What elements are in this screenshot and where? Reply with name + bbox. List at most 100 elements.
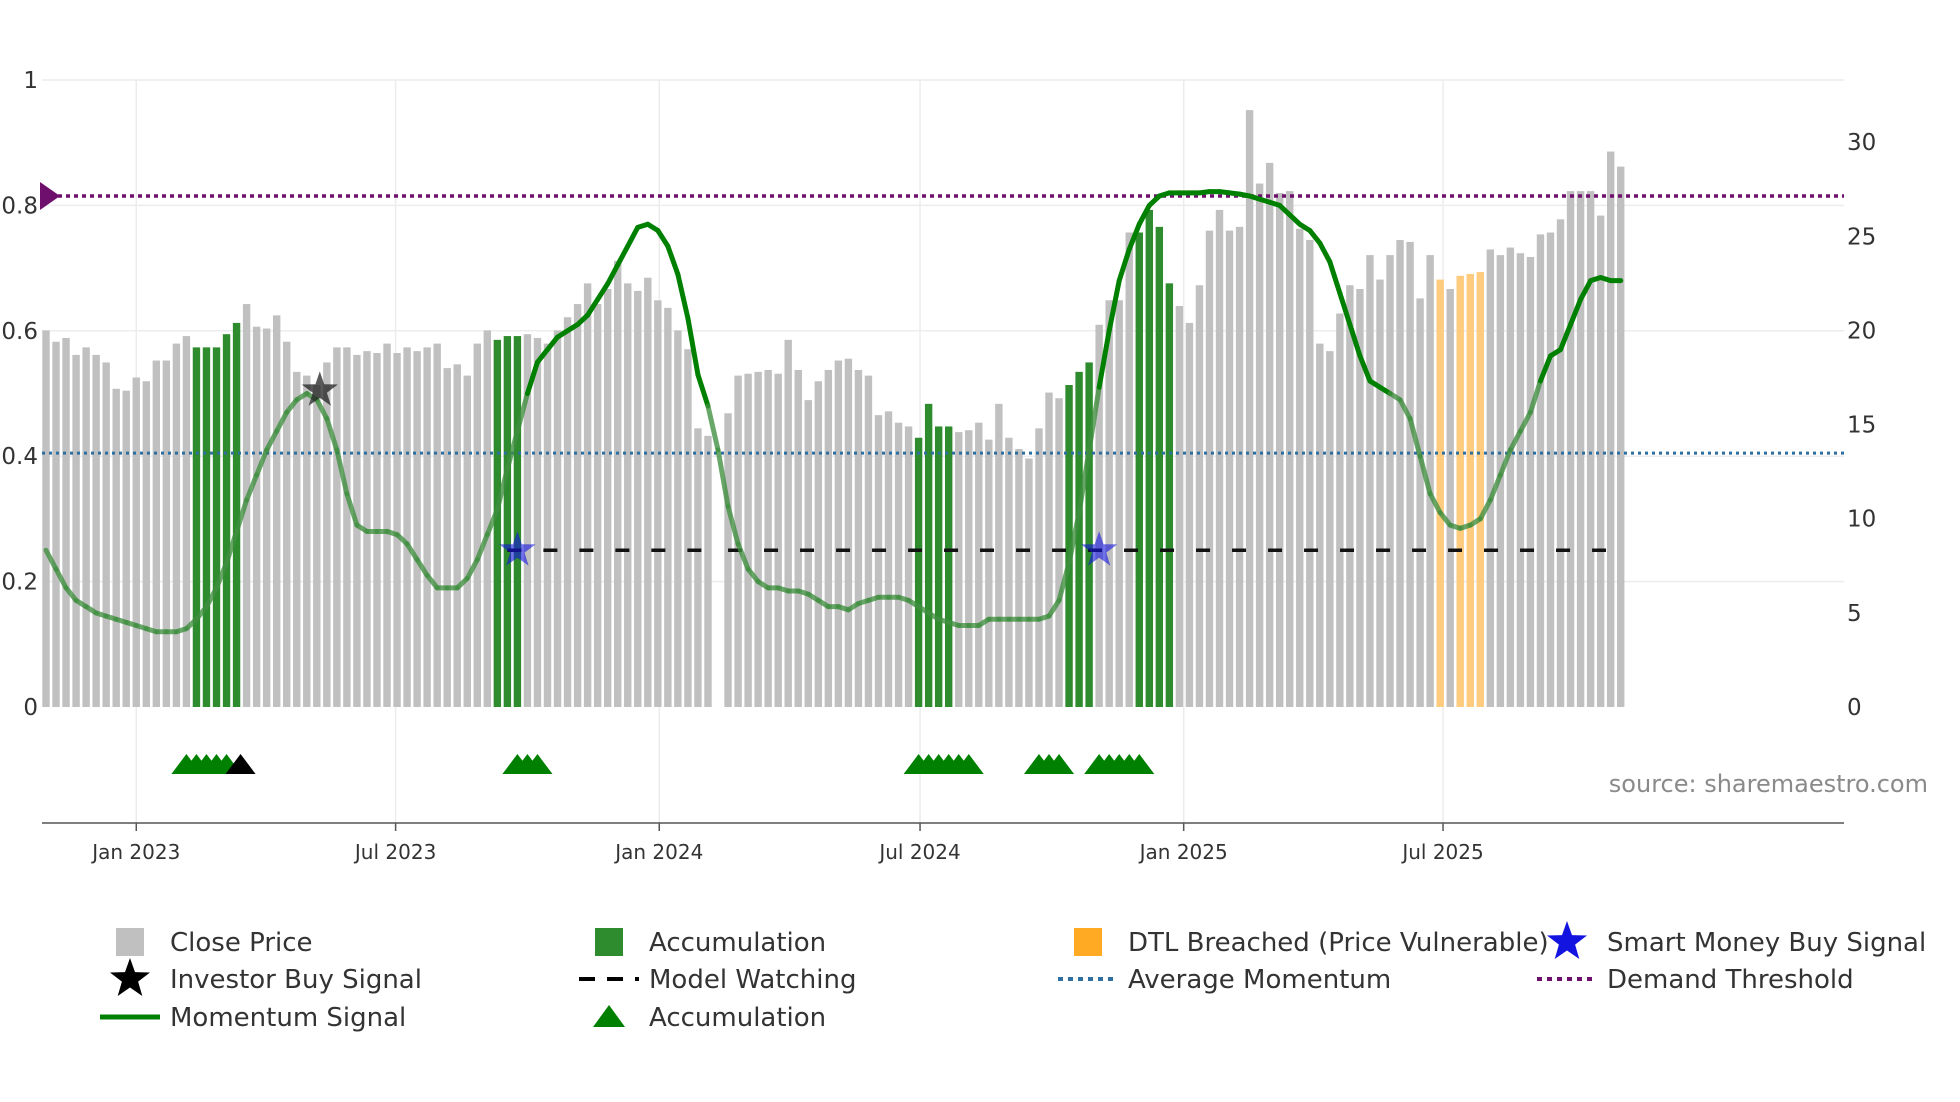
momentum-signal-segment [1537,353,1553,384]
close-price-bar [784,339,792,707]
dtl-breached-bar [1466,273,1474,707]
close-price-bar [744,373,752,707]
accumulation-bar [212,347,221,707]
close-price-bar [644,277,652,707]
close-price-bar [1306,240,1314,707]
close-price-bar [1486,249,1495,707]
legend-investor-star-icon [110,958,150,996]
legend-label: Model Watching [649,965,856,995]
x-tick-label: Jul 2024 [877,840,960,864]
momentum-signal-segment [264,428,280,453]
momentum-signal-segment [1417,453,1433,497]
momentum-signal-segment [244,472,260,503]
close-price-bar [704,435,712,707]
close-price-bar [624,283,632,707]
axes: Jan 2023 Jul 2023 Jan 2024 Jul 2024 Jan 2025… [1,68,1876,864]
momentum-signal-segment [43,547,59,572]
smart-money-buy-star [499,531,536,566]
momentum-signal-segment [655,227,671,249]
close-price-bar [1366,255,1374,708]
accumulation-bar [503,336,512,707]
momentum-signal-segment [1558,322,1574,353]
accumulation-bar [945,426,953,707]
momentum-signal-segment [675,271,691,321]
close-price-bar [1115,300,1123,707]
close-price-bar [1005,437,1013,707]
signal-stars [301,371,1118,566]
close-price-bar [313,385,321,707]
close-price-bar [573,304,582,707]
close-price-bar [443,368,451,707]
y-left-tick-label: 0 [23,695,38,721]
close-price-bar [162,360,171,707]
close-price-bar [864,375,873,707]
close-price-bar [1556,219,1565,708]
momentum-signal-segment [1507,428,1523,453]
momentum-signal-segment [1136,202,1152,227]
y-left-tick-label: 1 [23,68,38,94]
close-price-bar [262,328,271,707]
y-right-tick-label: 5 [1847,601,1862,627]
close-price-bar [333,347,341,707]
close-price-bar [1346,285,1354,707]
close-price-bar [1416,298,1424,707]
momentum-signal-segment [665,243,681,277]
momentum-signal-segment [1307,227,1323,246]
close-price-bar [323,362,331,707]
close-price-bar [794,369,802,707]
close-price-bar [603,289,612,707]
momentum-signal-segment [1568,296,1584,328]
close-price-bar [1617,166,1625,707]
close-price-bar [1516,253,1525,707]
close-price-bar [854,369,863,707]
close-price-bar [1596,215,1605,707]
close-price-bar [634,290,642,707]
legend-accumulation-triangle-icon [593,1005,625,1027]
close-price-bar [132,377,140,707]
close-price-bar [393,353,401,707]
momentum-signal-segment [63,585,79,603]
legend-label: DTL Breached (Price Vulnerable) [1128,928,1549,958]
close-price-bar [1205,230,1214,708]
momentum-signal-segment [224,528,240,566]
close-price-bar [1175,305,1184,707]
close-price-bar [965,430,973,707]
x-tick-label: Jan 2024 [613,840,703,864]
close-price-bar [1526,256,1535,707]
close-price-bar [353,354,361,707]
momentum-signal-segment [1066,510,1082,566]
legend-label: Investor Buy Signal [170,965,422,995]
y-left-tick-label: 0.6 [1,319,38,345]
close-price-bar [874,415,883,707]
close-price-bar [664,307,672,707]
close-price-bar [1105,300,1113,707]
momentum-signal-segment [524,359,540,396]
momentum-signal-segment [1527,378,1543,415]
dtl-breached-bar [1456,275,1464,707]
accumulation-bar [222,334,231,707]
accumulation-triangle [953,754,984,774]
demand-threshold-marker [40,181,60,210]
close-price-bar [413,351,421,707]
momentum-signal-segment [1487,472,1503,503]
momentum-signal-segment [214,560,230,591]
momentum-signal-segment [1046,597,1062,619]
accumulation-bar [1155,226,1164,707]
momentum-signal-segment [1337,290,1353,328]
close-price-bar [1055,398,1063,707]
momentum-signal-segment [254,447,270,478]
momentum-signal-segment [484,506,500,538]
close-price-bar [142,381,150,707]
momentum-signal-segment [324,416,340,453]
momentum-signal-segment [53,566,69,591]
accumulation-bar [924,403,933,707]
x-tick-label: Jul 2023 [353,840,436,864]
momentum-signal-segment [615,243,631,268]
momentum-signal-segment [284,397,300,415]
close-price-bar [343,347,351,707]
close-price-bar [252,326,261,707]
close-price-bar [403,347,411,707]
legend-accumulation-swatch [595,928,623,956]
momentum-signal-segment [725,503,741,547]
accumulation-bar [1085,362,1093,707]
